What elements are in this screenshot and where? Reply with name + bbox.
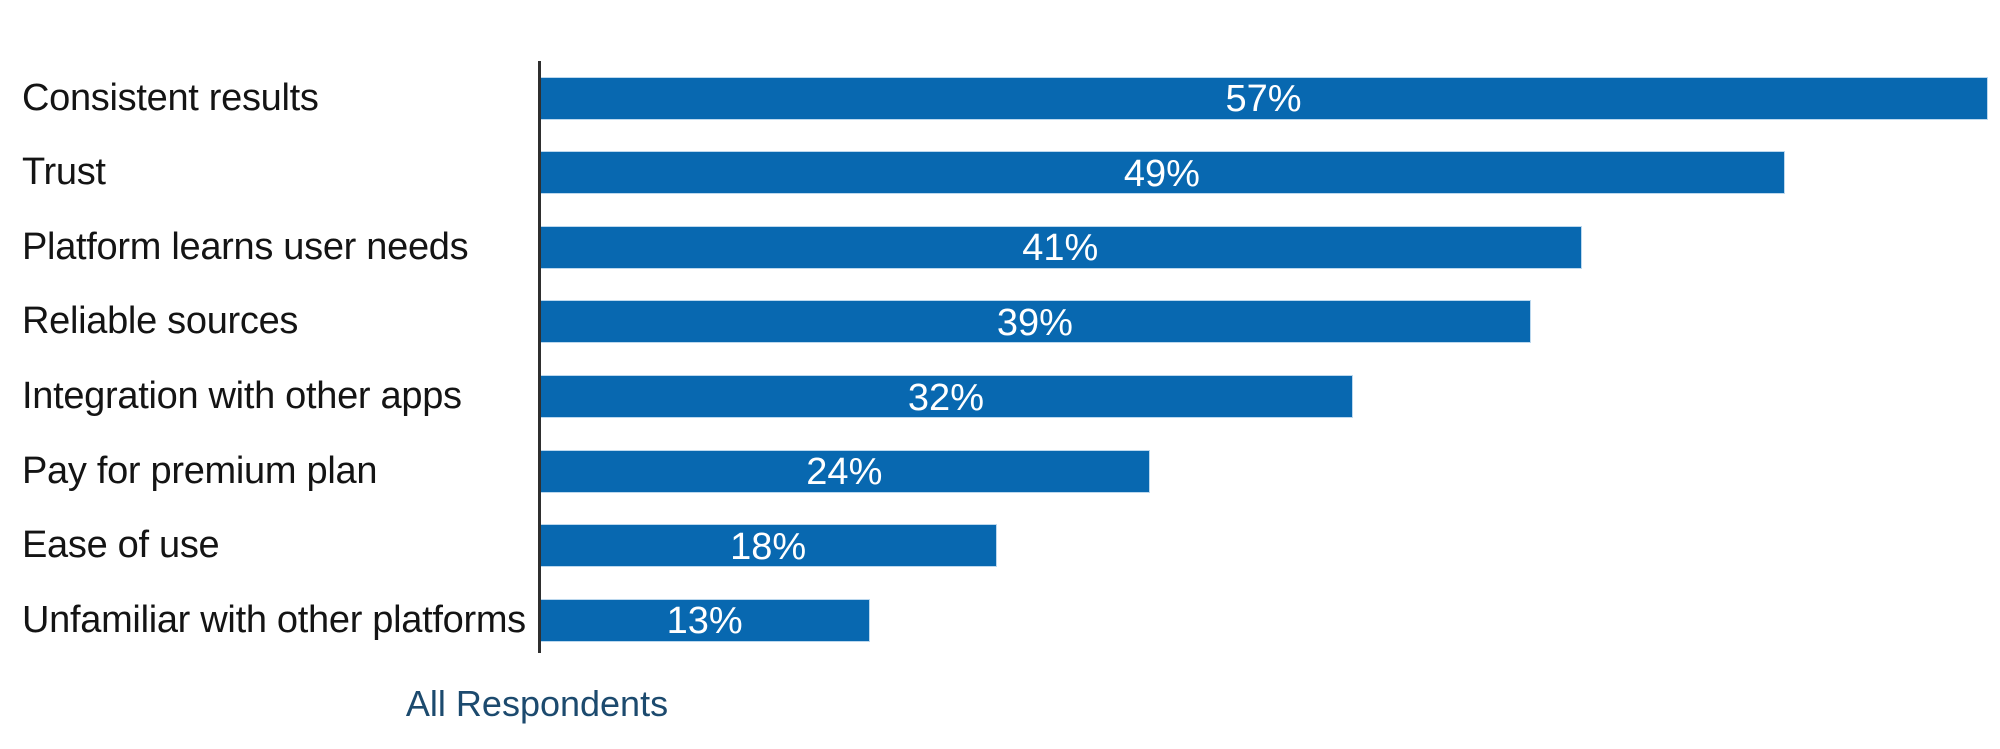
bar: 18% (540, 524, 998, 568)
bar-value-label: 49% (1123, 152, 1200, 195)
bar-value-label: 57% (1225, 78, 1302, 121)
bar-value-label: 18% (730, 525, 807, 568)
category-label: Platform learns user needs (22, 225, 469, 268)
chart-row: Pay for premium plan 24% (0, 434, 2000, 509)
category-label: Reliable sources (22, 300, 299, 343)
series-label: All Respondents (405, 683, 669, 724)
y-axis-line (538, 61, 541, 653)
category-label: Integration with other apps (22, 375, 462, 418)
category-label: Pay for premium plan (22, 449, 378, 492)
bar-value-label: 32% (907, 376, 984, 419)
chart-row: Consistent results 57% (0, 61, 2000, 136)
chart-row: Platform learns user needs 41% (0, 210, 2000, 285)
category-label: Consistent results (22, 76, 319, 119)
category-label: Ease of use (22, 524, 220, 567)
bar: 32% (540, 375, 1353, 419)
bar-value-label: 39% (996, 301, 1073, 344)
category-label: Unfamiliar with other platforms (22, 598, 526, 641)
chart-row: Ease of use 18% (0, 508, 2000, 583)
bar: 39% (540, 300, 1531, 344)
bar: 41% (540, 225, 1582, 270)
chart-row: Unfamiliar with other platforms 13% (0, 583, 2000, 658)
chart-row: Reliable sources 39% (0, 285, 2000, 360)
bar-value-label: 24% (806, 451, 883, 494)
bar: 49% (540, 151, 1785, 195)
category-label: Trust (22, 151, 106, 194)
bar-value-label: 13% (666, 600, 743, 643)
bar: 24% (540, 449, 1150, 494)
bar: 13% (540, 598, 871, 643)
chart-row: Integration with other apps 32% (0, 359, 2000, 434)
bar: 57% (540, 76, 1988, 121)
bar-value-label: 41% (1022, 227, 1099, 270)
chart-plot-area: Consistent results 57% Trust 49% Platform le… (0, 61, 2000, 658)
chart-row: Trust 49% (0, 136, 2000, 211)
